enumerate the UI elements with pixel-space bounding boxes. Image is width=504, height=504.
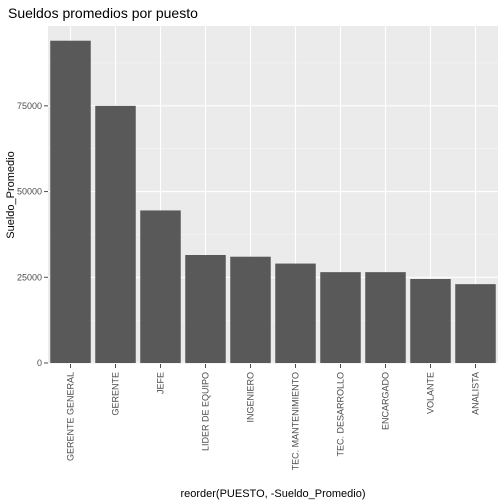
- x-axis-title: reorder(PUESTO, -Sueldo_Promedio): [180, 488, 365, 500]
- x-tick-label: TEC. DESARROLLO: [336, 372, 346, 457]
- bar: [365, 272, 406, 363]
- bar: [410, 279, 451, 363]
- bar: [140, 210, 181, 363]
- chart-title: Sueldos promedios por puesto: [8, 5, 198, 21]
- x-tick-label: ANALISTA: [471, 372, 481, 415]
- bar: [320, 272, 361, 363]
- x-tick-label: JEFE: [156, 372, 166, 394]
- bars: [50, 40, 496, 363]
- y-axis-title: Sueldo_Promedio: [5, 151, 17, 238]
- bar: [50, 40, 91, 363]
- bar: [230, 256, 271, 363]
- bar: [455, 284, 496, 363]
- x-tick-label: LIDER DE EQUIPO: [201, 372, 211, 451]
- bar: [95, 105, 136, 363]
- x-tick-label: INGENIERO: [246, 372, 256, 423]
- bar: [185, 255, 226, 363]
- y-axis: 0 25000 50000 75000: [17, 101, 48, 368]
- y-tick-label: 0: [37, 358, 42, 368]
- y-tick-label: 25000: [17, 272, 42, 282]
- x-tick-label: ENCARGADO: [381, 372, 391, 430]
- y-tick-label: 50000: [17, 187, 42, 197]
- x-tick-label: VOLANTE: [426, 372, 436, 414]
- x-tick-label: GERENTE GENERAL: [66, 372, 76, 461]
- x-axis: GERENTE GENERAL GERENTE JEFE LIDER DE EQUIP…: [66, 364, 481, 470]
- x-tick-label: TEC. MANTENIMIENTO: [291, 372, 301, 470]
- bar: [275, 263, 316, 363]
- y-tick-label: 75000: [17, 101, 42, 111]
- x-tick-label: GERENTE: [111, 372, 121, 416]
